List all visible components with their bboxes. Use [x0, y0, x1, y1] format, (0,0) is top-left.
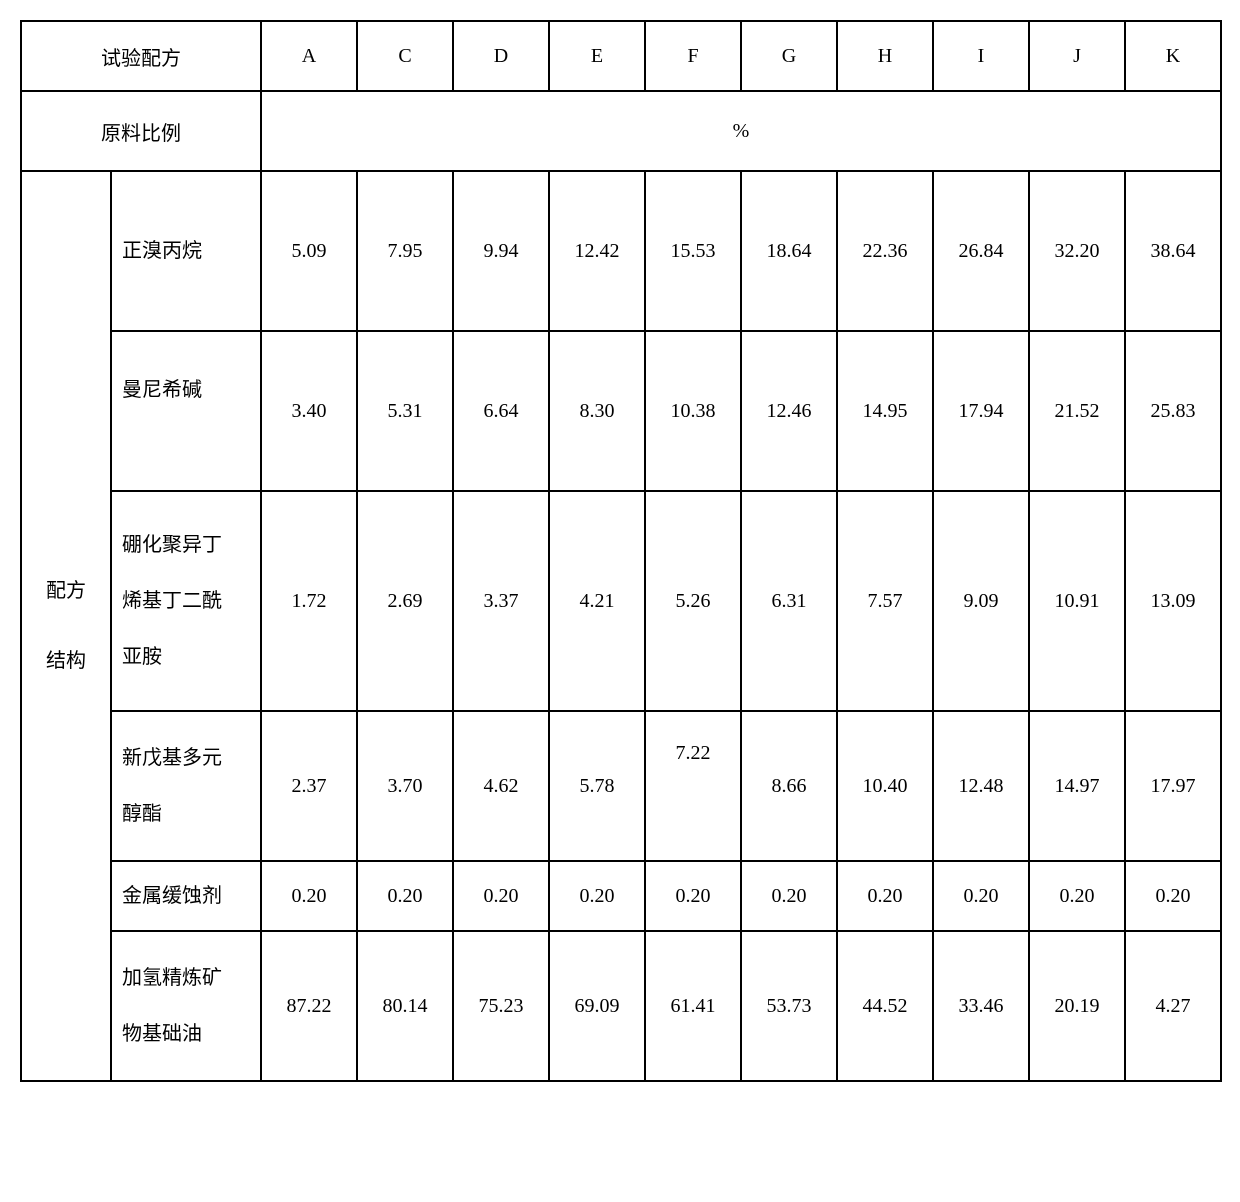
cell: 0.20: [357, 861, 453, 931]
header-label: 试验配方: [21, 21, 261, 91]
cell: 0.20: [549, 861, 645, 931]
cell: 9.09: [933, 491, 1029, 711]
cell: 10.91: [1029, 491, 1125, 711]
cell: 6.31: [741, 491, 837, 711]
ratio-row: 原料比例 %: [21, 91, 1221, 171]
cell: 0.20: [645, 861, 741, 931]
cell: 21.52: [1029, 331, 1125, 491]
cell: 9.94: [453, 171, 549, 331]
group-label: 配方结构: [21, 171, 111, 1081]
cell: 10.38: [645, 331, 741, 491]
cell: 2.69: [357, 491, 453, 711]
cell: 3.70: [357, 711, 453, 861]
cell: 0.20: [933, 861, 1029, 931]
cell: 14.97: [1029, 711, 1125, 861]
col-header: G: [741, 21, 837, 91]
cell: 61.41: [645, 931, 741, 1081]
cell: 1.72: [261, 491, 357, 711]
cell: 8.30: [549, 331, 645, 491]
col-header: H: [837, 21, 933, 91]
col-header: A: [261, 21, 357, 91]
cell: 4.27: [1125, 931, 1221, 1081]
cell: 0.20: [741, 861, 837, 931]
formula-table: 试验配方 A C D E F G H I J K 原料比例 % 配方结构 正溴丙…: [20, 20, 1222, 1082]
col-header: C: [357, 21, 453, 91]
table-row: 金属缓蚀剂 0.20 0.20 0.20 0.20 0.20 0.20 0.20…: [21, 861, 1221, 931]
cell: 25.83: [1125, 331, 1221, 491]
cell: 75.23: [453, 931, 549, 1081]
cell: 26.84: [933, 171, 1029, 331]
cell: 12.48: [933, 711, 1029, 861]
cell: 4.62: [453, 711, 549, 861]
cell: 7.22: [645, 711, 741, 861]
col-header: D: [453, 21, 549, 91]
cell: 87.22: [261, 931, 357, 1081]
row-name: 正溴丙烷: [111, 171, 261, 331]
table-row: 配方结构 正溴丙烷 5.09 7.95 9.94 12.42 15.53 18.…: [21, 171, 1221, 331]
cell: 33.46: [933, 931, 1029, 1081]
cell: 10.40: [837, 711, 933, 861]
row-name: 硼化聚异丁烯基丁二酰亚胺: [111, 491, 261, 711]
cell: 32.20: [1029, 171, 1125, 331]
cell: 20.19: [1029, 931, 1125, 1081]
cell: 8.66: [741, 711, 837, 861]
cell: 17.97: [1125, 711, 1221, 861]
cell: 17.94: [933, 331, 1029, 491]
cell: 6.64: [453, 331, 549, 491]
col-header: I: [933, 21, 1029, 91]
cell: 44.52: [837, 931, 933, 1081]
cell: 69.09: [549, 931, 645, 1081]
cell: 2.37: [261, 711, 357, 861]
cell: 3.37: [453, 491, 549, 711]
cell: 7.57: [837, 491, 933, 711]
table-row: 曼尼希碱 3.40 5.31 6.64 8.30 10.38 12.46 14.…: [21, 331, 1221, 491]
row-name: 加氢精炼矿物基础油: [111, 931, 261, 1081]
cell: 5.09: [261, 171, 357, 331]
cell: 0.20: [837, 861, 933, 931]
cell: 5.26: [645, 491, 741, 711]
header-row: 试验配方 A C D E F G H I J K: [21, 21, 1221, 91]
cell: 38.64: [1125, 171, 1221, 331]
ratio-label: 原料比例: [21, 91, 261, 171]
cell: 80.14: [357, 931, 453, 1081]
cell: 14.95: [837, 331, 933, 491]
ratio-unit: %: [261, 91, 1221, 171]
cell: 22.36: [837, 171, 933, 331]
row-name: 曼尼希碱: [111, 331, 261, 491]
cell: 0.20: [1125, 861, 1221, 931]
cell: 0.20: [1029, 861, 1125, 931]
cell: 0.20: [453, 861, 549, 931]
cell: 0.20: [261, 861, 357, 931]
cell: 7.95: [357, 171, 453, 331]
cell: 53.73: [741, 931, 837, 1081]
row-name: 新戊基多元醇酯: [111, 711, 261, 861]
table-row: 新戊基多元醇酯 2.37 3.70 4.62 5.78 7.22 8.66 10…: [21, 711, 1221, 861]
cell: 5.31: [357, 331, 453, 491]
cell: 4.21: [549, 491, 645, 711]
cell: 3.40: [261, 331, 357, 491]
cell: 15.53: [645, 171, 741, 331]
col-header: E: [549, 21, 645, 91]
table-row: 硼化聚异丁烯基丁二酰亚胺 1.72 2.69 3.37 4.21 5.26 6.…: [21, 491, 1221, 711]
cell: 18.64: [741, 171, 837, 331]
col-header: F: [645, 21, 741, 91]
cell: 12.42: [549, 171, 645, 331]
cell: 5.78: [549, 711, 645, 861]
row-name: 金属缓蚀剂: [111, 861, 261, 931]
col-header: K: [1125, 21, 1221, 91]
cell: 12.46: [741, 331, 837, 491]
col-header: J: [1029, 21, 1125, 91]
table-row: 加氢精炼矿物基础油 87.22 80.14 75.23 69.09 61.41 …: [21, 931, 1221, 1081]
cell: 13.09: [1125, 491, 1221, 711]
